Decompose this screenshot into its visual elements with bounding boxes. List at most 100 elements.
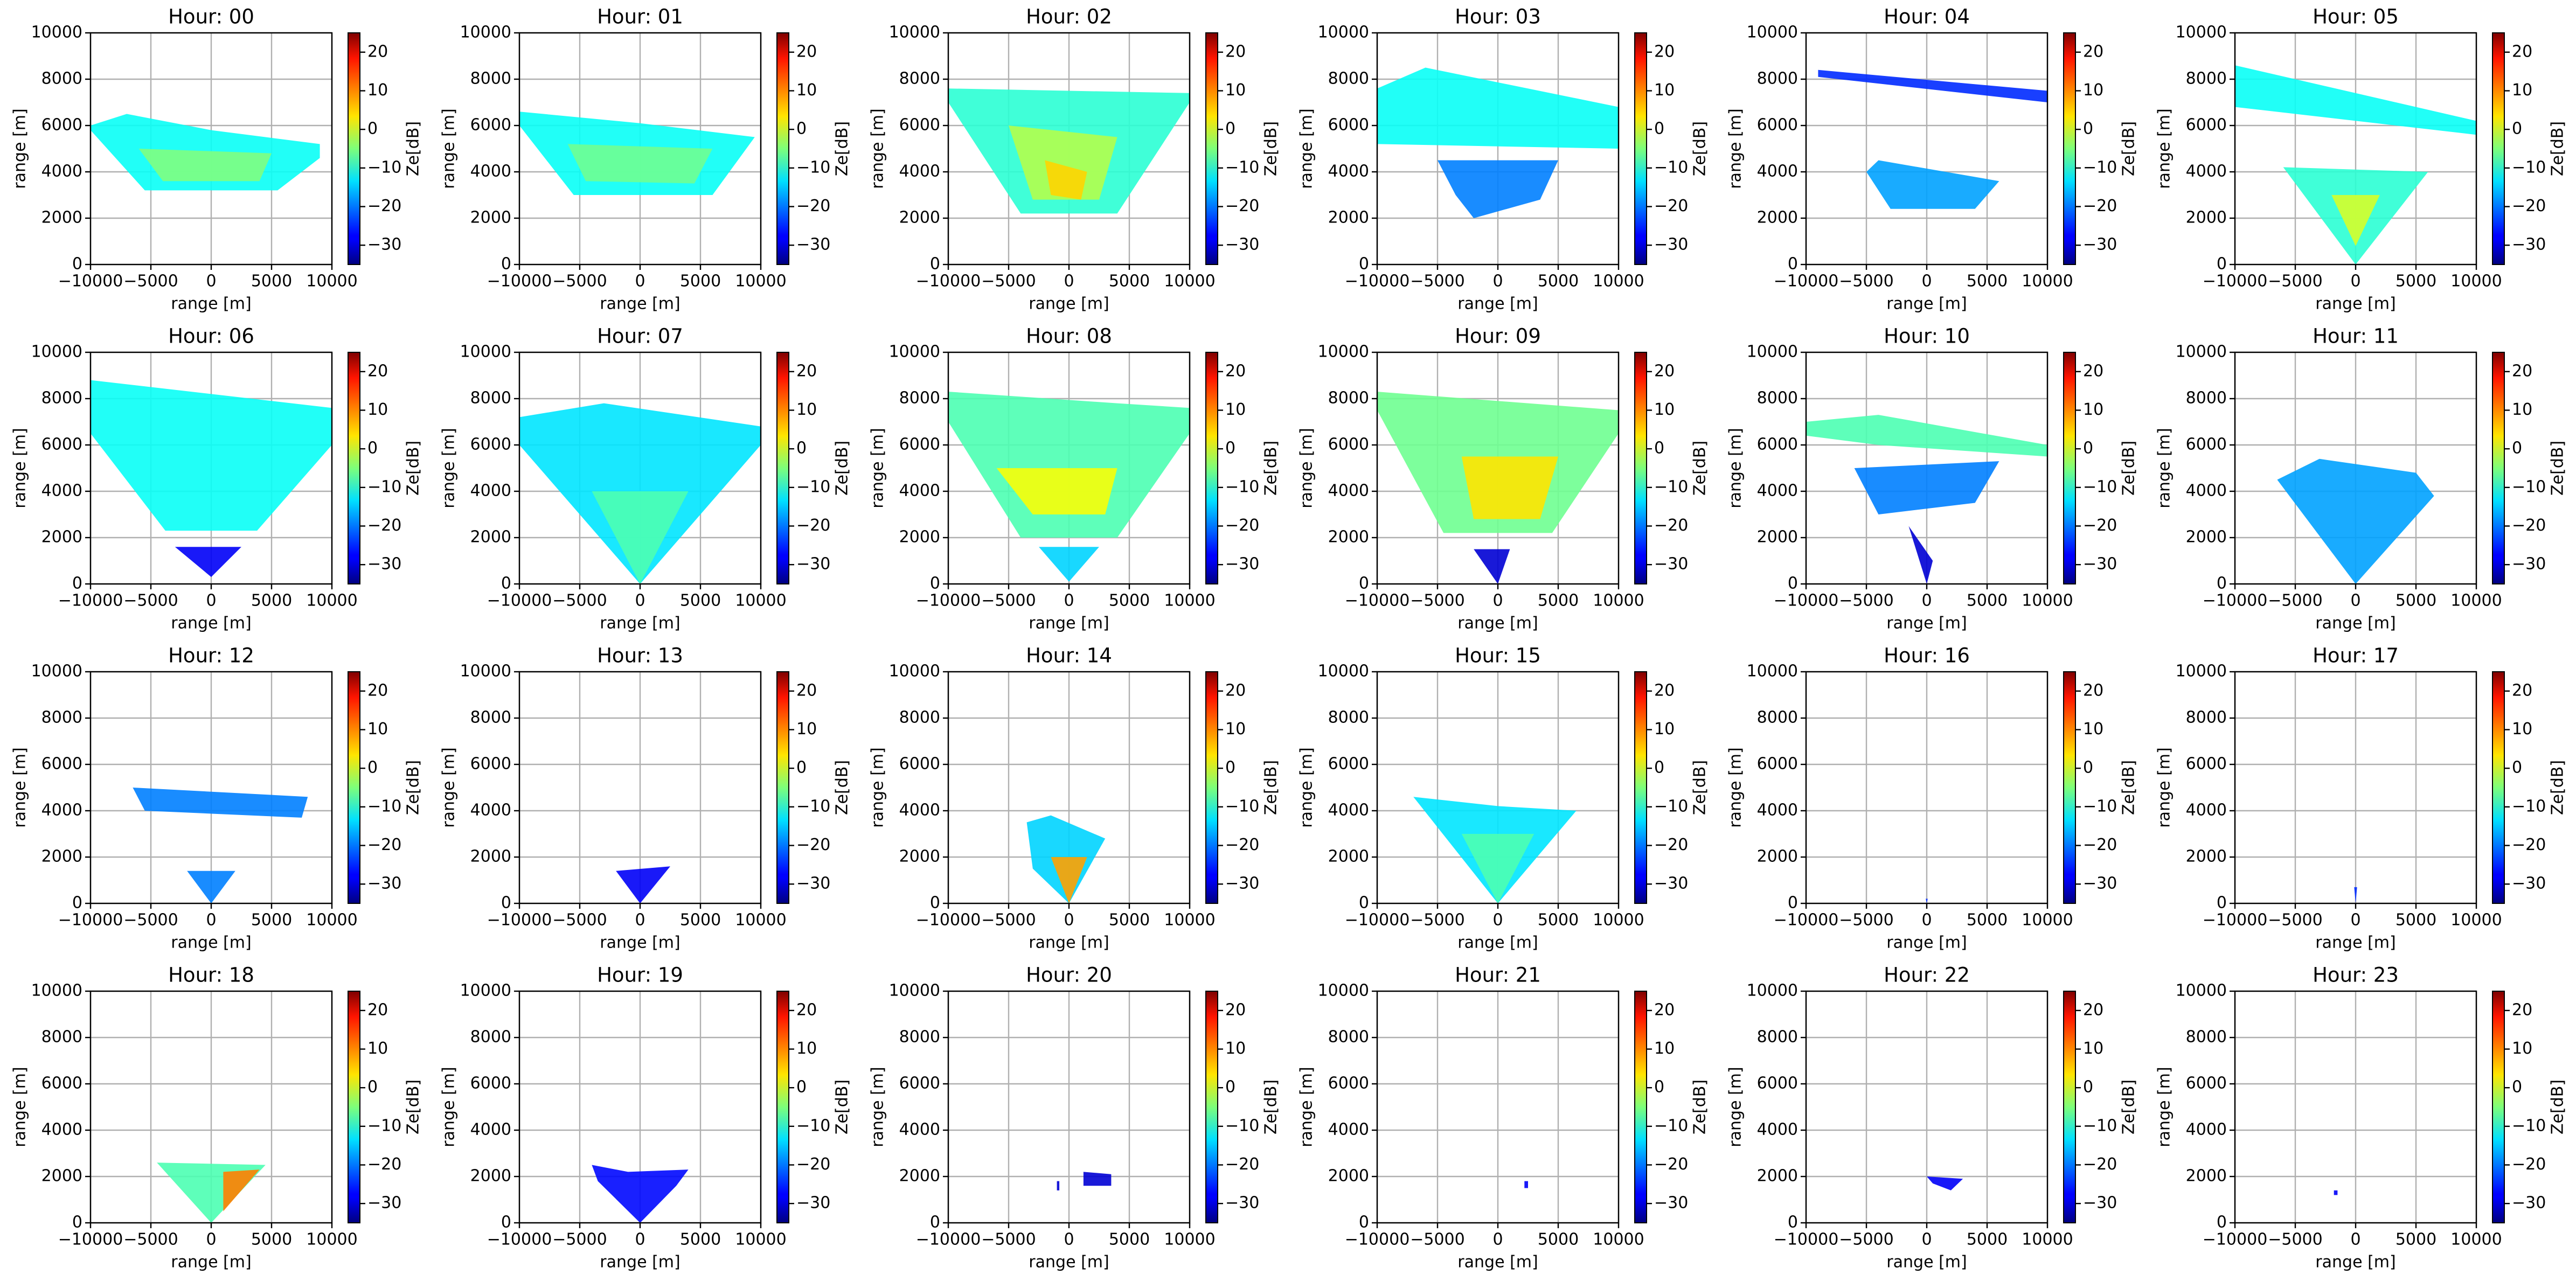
x-axis-label: range [m]	[1457, 295, 1538, 314]
colorbar-label: Ze[dB]	[1262, 121, 1281, 176]
colorbar	[1205, 991, 1218, 1223]
colorbar-tick-label: 10	[2083, 1039, 2103, 1058]
colorbar-tick-label: −20	[796, 836, 830, 854]
x-axis-label: range [m]	[2315, 934, 2396, 952]
colorbar-tick-label: 0	[2083, 439, 2093, 458]
y-tick-label: 8000	[1328, 708, 1369, 727]
colorbar-tick-label: 0	[2083, 758, 2093, 777]
y-tick-label: 2000	[470, 528, 511, 547]
colorbar-tick-label: −10	[367, 158, 401, 177]
x-tick-label: 10000	[1593, 591, 1644, 610]
colorbar-tick-label: 0	[796, 439, 807, 458]
chart-title: Hour: 14	[1026, 644, 1112, 667]
reflectivity-region	[138, 149, 272, 182]
x-tick-label: 10000	[1164, 911, 1215, 930]
colorbar	[348, 671, 360, 904]
reflectivity-region	[1818, 69, 2047, 102]
reflectivity-region	[1009, 126, 1117, 200]
subplot: −10000 −5000 0 5000 10000 0 2000 4000 6000 8000 10…	[1297, 644, 1710, 952]
x-axis-label: range [m]	[171, 295, 251, 314]
colorbar-label: Ze[dB]	[2549, 1080, 2567, 1134]
colorbar-tick-label: −20	[367, 197, 401, 215]
y-axis-label: range [m]	[869, 428, 887, 508]
colorbar-tick-label: −30	[796, 874, 830, 893]
y-tick-label: 6000	[470, 755, 511, 774]
x-tick-label: 5000	[251, 272, 292, 291]
y-tick-label: 8000	[899, 1028, 940, 1047]
colorbar-label: Ze[dB]	[1262, 760, 1281, 815]
colorbar-label: Ze[dB]	[404, 760, 423, 815]
subplot: −10000 −5000 0 5000 10000 0 2000 4000 6000 8000 10…	[1726, 964, 2138, 1272]
colorbar-tick-label: 20	[2512, 681, 2532, 700]
colorbar-tick-label: −10	[1654, 158, 1688, 177]
colorbar	[1205, 352, 1218, 584]
x-tick-label: 10000	[1593, 1230, 1644, 1249]
colorbar-tick-label: 10	[2083, 81, 2103, 100]
x-tick-label: −5000	[2268, 1230, 2322, 1249]
colorbar-tick-label: 10	[1225, 1039, 1246, 1058]
y-tick-label: 4000	[899, 482, 940, 500]
x-tick-label: 0	[1492, 272, 1503, 291]
y-tick-label: 4000	[1328, 482, 1369, 500]
colorbar-tick-label: 10	[1654, 720, 1675, 739]
colorbar	[1205, 671, 1218, 904]
x-tick-label: −10000	[2203, 272, 2268, 291]
colorbar-tick-label: −10	[2512, 797, 2546, 816]
subplot: −10000 −5000 0 5000 10000 0 2000 4000 6000 8000 10…	[869, 325, 1281, 633]
x-tick-label: −5000	[1410, 272, 1464, 291]
x-tick-label: −5000	[1839, 1230, 1893, 1249]
y-tick-label: 2000	[1328, 528, 1369, 547]
colorbar-tick-label: −10	[2083, 797, 2117, 816]
colorbar-tick-label: 10	[2512, 1039, 2532, 1058]
y-axis-label: range [m]	[1726, 428, 1745, 508]
y-tick-label: 10000	[1747, 343, 1798, 361]
y-tick-label: 0	[2217, 894, 2227, 913]
colorbar-tick-label: −10	[1654, 1116, 1688, 1135]
y-tick-label: 4000	[1757, 482, 1798, 500]
y-tick-label: 10000	[1318, 23, 1369, 42]
y-tick-label: 0	[1359, 255, 1369, 274]
y-tick-label: 6000	[2186, 755, 2227, 774]
colorbar-tick-label: 0	[1225, 439, 1235, 458]
x-tick-label: 0	[2350, 911, 2360, 930]
y-tick-label: 6000	[899, 1074, 940, 1093]
colorbar-tick-label: 0	[367, 1078, 378, 1097]
colorbar-tick-label: 0	[796, 758, 807, 777]
y-tick-label: 0	[1788, 574, 1798, 593]
x-tick-label: −5000	[123, 1230, 178, 1249]
reflectivity-region	[616, 866, 670, 903]
chart-title: Hour: 04	[1884, 5, 1970, 29]
x-tick-label: 5000	[1538, 1230, 1579, 1249]
colorbar-tick-label: −30	[2083, 874, 2117, 893]
y-tick-label: 6000	[1757, 116, 1798, 135]
colorbar	[2492, 352, 2505, 584]
y-tick-label: 2000	[899, 208, 940, 227]
x-tick-label: 10000	[1164, 272, 1215, 291]
colorbar-label: Ze[dB]	[2120, 760, 2138, 815]
y-tick-label: 6000	[2186, 1074, 2227, 1093]
reflectivity-region	[567, 144, 713, 184]
colorbar-tick-label: −10	[367, 477, 401, 496]
y-tick-label: 6000	[1328, 755, 1369, 774]
y-tick-label: 10000	[1747, 23, 1798, 42]
y-tick-label: 0	[930, 894, 940, 913]
colorbar-tick-label: −20	[1225, 516, 1259, 535]
y-tick-label: 4000	[470, 162, 511, 181]
colorbar-tick-label: 0	[1654, 758, 1664, 777]
colorbar-tick-label: 0	[2512, 1078, 2522, 1097]
x-axis-label: range [m]	[171, 934, 251, 952]
x-axis-label: range [m]	[1029, 614, 1109, 633]
colorbar-tick-label: −20	[2083, 516, 2117, 535]
subplot: −10000 −5000 0 5000 10000 0 2000 4000 6000 8000 10…	[1297, 964, 1710, 1272]
reflectivity-region	[1854, 461, 1999, 514]
colorbar-tick-label: −10	[796, 477, 830, 496]
reflectivity-region	[1926, 899, 1928, 903]
reflectivity-region	[592, 1165, 689, 1223]
y-tick-label: 2000	[1757, 208, 1798, 227]
x-tick-label: 0	[206, 911, 216, 930]
y-tick-label: 6000	[41, 1074, 82, 1093]
colorbar-tick-label: 10	[367, 81, 388, 100]
y-axis-label: range [m]	[2155, 1067, 2174, 1147]
colorbar-tick-label: 10	[1654, 400, 1675, 419]
x-tick-label: −5000	[1839, 272, 1893, 291]
